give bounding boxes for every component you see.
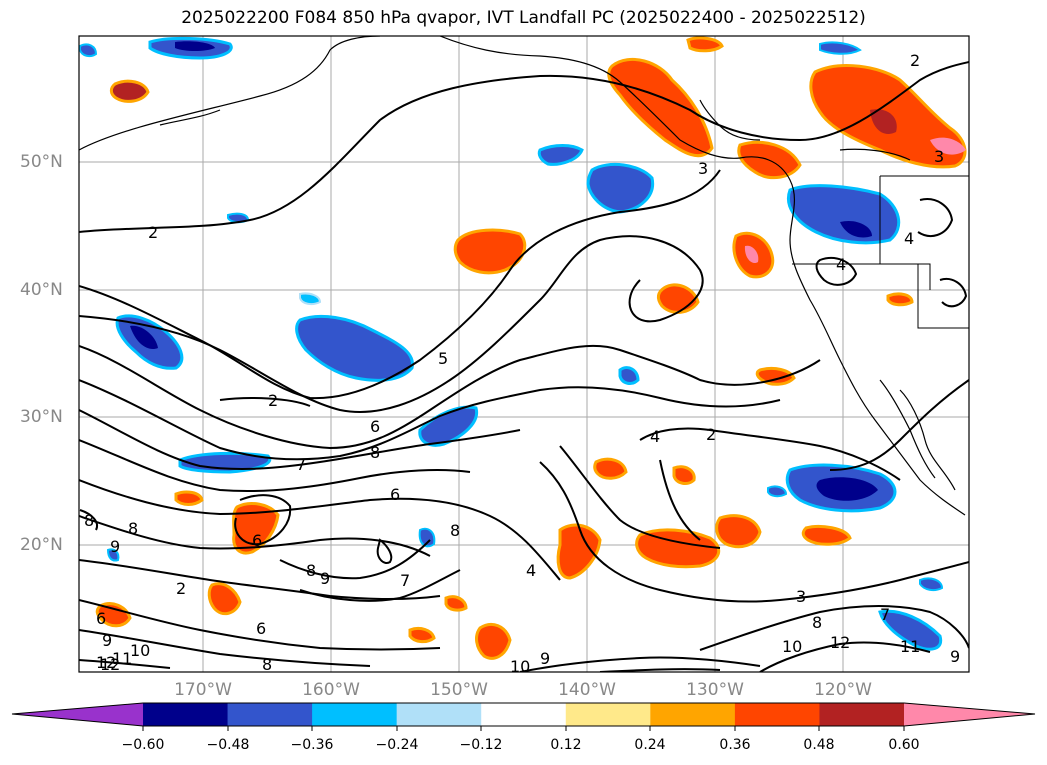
contour-label: 8 [128,519,138,538]
contour-label: 8 [306,561,316,580]
colorbar-swatch [396,703,482,726]
contour-label: 9 [320,569,330,588]
lon-label-130w: 130°W [686,680,744,700]
colorbar-extension-low [12,703,143,726]
colorbar-swatch [565,703,651,726]
contour-label: 2 [176,579,186,598]
colorbar-tick-label: −0.36 [290,737,334,753]
lon-label-160w: 160°W [302,680,360,700]
contour-label: 3 [934,147,944,166]
lon-label-170w: 170°W [174,680,232,700]
colorbar-tick-marks [142,726,905,731]
contour-label: 7 [400,571,410,590]
contour-label: 12 [96,653,116,672]
contour-label: 8 [812,613,822,632]
contour-label: 9 [540,649,550,668]
colorbar-swatch [819,703,905,726]
contour-label: 3 [698,159,708,178]
contour-label: 4 [650,427,660,446]
colorbar-tick-label: 0.60 [888,737,920,753]
contour-label: 7 [880,605,890,624]
colorbar-tick-label: −0.48 [206,737,250,753]
lon-label-140w: 140°W [558,680,616,700]
colorbar-tick-label: 0.24 [634,737,666,753]
contour-label: 4 [904,229,914,248]
contour-label: 8 [84,511,94,530]
colorbar-swatch [227,703,313,726]
colorbar-tick-label: −0.60 [121,737,165,753]
contour-label: 10 [510,657,530,676]
contour-label: 9 [110,537,120,556]
contour-label: 9 [950,647,960,666]
contour-label: 5 [438,349,448,368]
contour-label: 3 [796,587,806,606]
contour-label: 6 [256,619,266,638]
lat-label-40n: 40°N [20,280,63,300]
contour-label: 8 [262,655,272,674]
colorbar-swatch [734,703,820,726]
contour-label: 8 [370,443,380,462]
contour-label: 4 [836,255,846,274]
lon-label-150w: 150°W [430,680,488,700]
contour-label: 8 [450,521,460,540]
contour-label: 10 [782,637,802,656]
map-title: 2025022200 F084 850 hPa qvapor, IVT Land… [181,8,866,28]
contour-label: 2 [148,223,158,242]
ivt-contours [79,61,969,672]
colorbar-swatch [481,703,567,726]
lat-label-20n: 20°N [20,535,63,555]
contour-label: 11 [112,649,132,668]
map-panel: 2 3 2 5 2 6 8 7 6 8 9 8 7 8 9 6 4 3 9 2 … [78,35,970,676]
contour-label: 7 [296,455,306,474]
colorbar-tick-label: −0.12 [459,737,503,753]
contour-label: 6 [96,609,106,628]
colorbar-tick-label: −0.24 [375,737,419,753]
contour-label: 6 [390,485,400,504]
contour-label: 12 [100,655,120,674]
colorbar-swatches [12,703,1035,726]
colorbar-swatch [650,703,736,726]
lon-label-120w: 120°W [814,680,872,700]
negative-anomaly-shading [79,36,944,651]
contour-label: 10 [130,641,150,660]
contour-label: 2 [910,51,920,70]
colorbar-outline [11,702,1036,727]
borders [792,175,969,329]
contour-label: 2 [706,425,716,444]
colorbar-extension-high [904,703,1035,726]
contour-label: 4 [526,561,536,580]
contour-label: 6 [252,531,262,550]
colorbar-tick-label: 0.12 [550,737,582,753]
contour-label: 12 [830,633,850,652]
lat-label-50n: 50°N [20,152,63,172]
colorbar-tick-label: 0.48 [803,737,835,753]
contour-label: 9 [102,631,112,650]
lat-label-30n: 30°N [20,407,63,427]
map-frame [78,35,970,673]
contour-label: 6 [370,417,380,436]
colorbar-swatch [143,703,229,726]
contour-label: 11 [900,637,920,656]
colorbar-tick-label: 0.36 [719,737,751,753]
contour-labels: 2 3 2 5 2 6 8 7 6 8 9 8 7 8 9 6 4 3 9 2 … [84,51,960,676]
colorbar-swatch [312,703,398,726]
contour-label: 2 [268,391,278,410]
